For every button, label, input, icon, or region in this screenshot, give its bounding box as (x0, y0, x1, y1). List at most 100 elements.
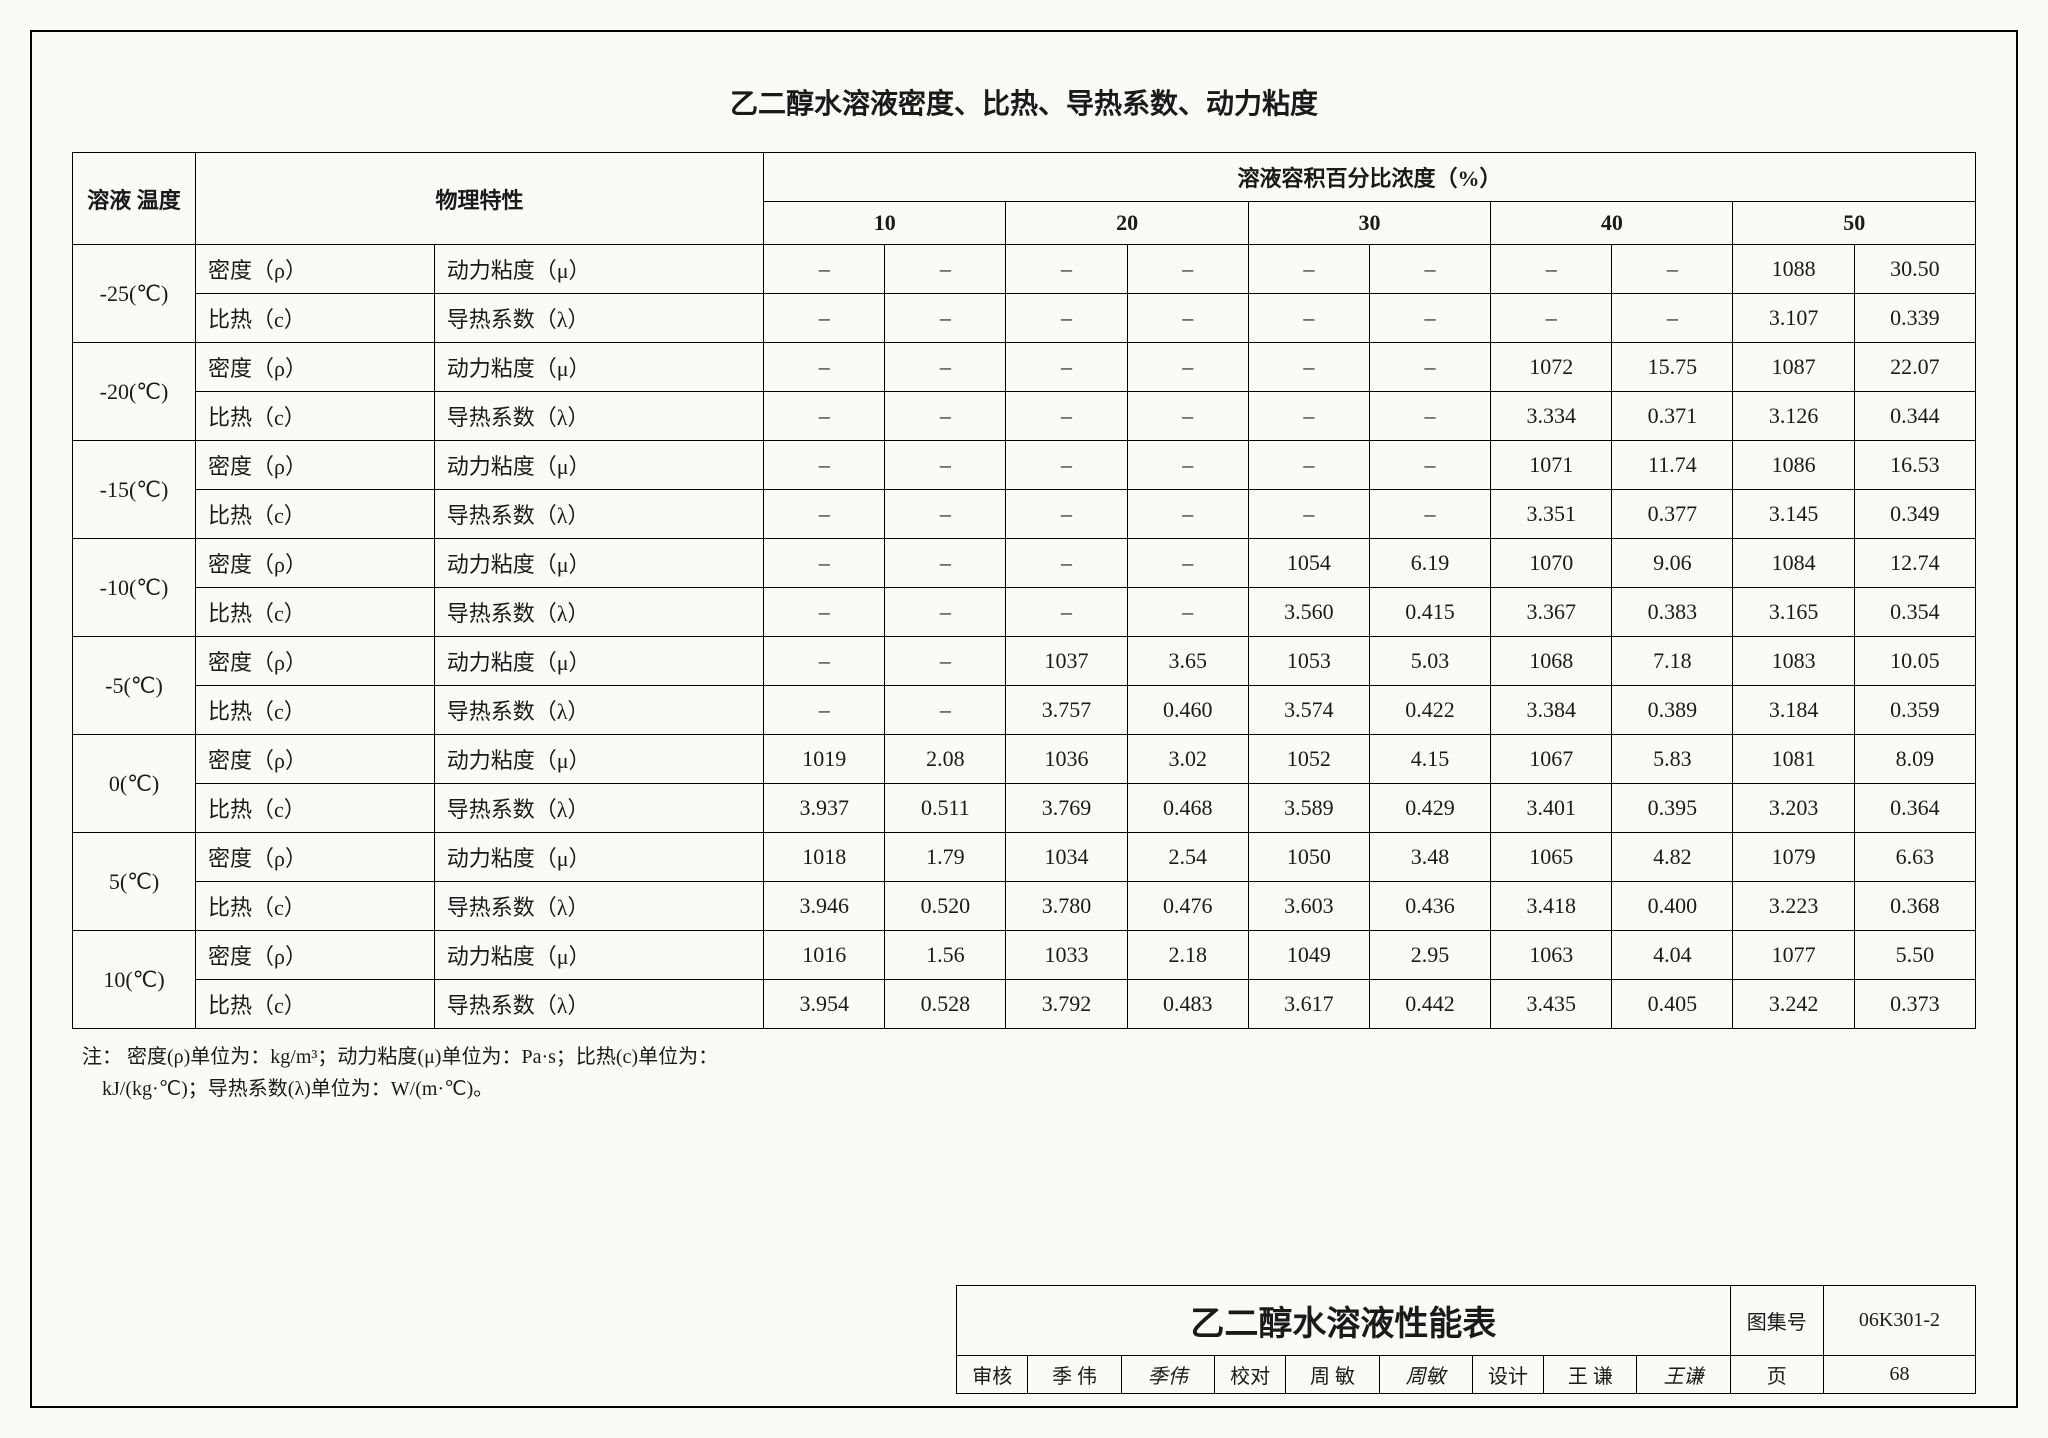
footer-check-label: 校对 (1214, 1356, 1285, 1394)
cell-value: – (764, 637, 885, 686)
cell-value: 0.442 (1369, 980, 1490, 1029)
cell-value: 0.528 (885, 980, 1006, 1029)
cell-value: 0.371 (1612, 392, 1733, 441)
cell-value: 8.09 (1854, 735, 1975, 784)
cell-value: – (885, 588, 1006, 637)
cell-value: 1086 (1733, 441, 1854, 490)
footer-check-name: 周 敏 (1286, 1356, 1379, 1394)
cell-value: – (764, 686, 885, 735)
cell-prop-mu: 动力粘度（μ） (434, 637, 763, 686)
table-row: -20(℃)密度（ρ）动力粘度（μ）––––––107215.75108722.… (73, 343, 1976, 392)
cell-value: 3.757 (1006, 686, 1127, 735)
table-row: 比热（c）导热系数（λ）3.9460.5203.7800.4763.6030.4… (73, 882, 1976, 931)
cell-value: – (1127, 245, 1248, 294)
cell-value: – (1127, 539, 1248, 588)
cell-value: 1077 (1733, 931, 1854, 980)
cell-temp: -5(℃) (73, 637, 196, 735)
cell-value: 0.368 (1854, 882, 1975, 931)
cell-value: – (885, 343, 1006, 392)
cell-prop-rho: 密度（ρ） (196, 539, 435, 588)
cell-value: – (1369, 343, 1490, 392)
cell-value: 3.223 (1733, 882, 1854, 931)
cell-prop-mu: 动力粘度（μ） (434, 931, 763, 980)
table-row: -25(℃)密度（ρ）动力粘度（μ）––––––––108830.50 (73, 245, 1976, 294)
cell-value: 1.56 (885, 931, 1006, 980)
cell-value: 0.400 (1612, 882, 1733, 931)
table-row: -10(℃)密度（ρ）动力粘度（μ）––––10546.1910709.0610… (73, 539, 1976, 588)
table-row: 比热（c）导热系数（λ）––3.7570.4603.5740.4223.3840… (73, 686, 1976, 735)
cell-value: – (1127, 343, 1248, 392)
cell-value: 5.03 (1369, 637, 1490, 686)
cell-value: – (1369, 490, 1490, 539)
cell-value: 1072 (1491, 343, 1612, 392)
cell-temp: -25(℃) (73, 245, 196, 343)
footer-review-label: 审核 (957, 1356, 1028, 1394)
cell-value: 3.165 (1733, 588, 1854, 637)
col-temp: 溶液 温度 (73, 153, 196, 245)
note-label: 注： (82, 1046, 122, 1068)
footer-review-sign: 季伟 (1121, 1356, 1214, 1394)
col-conc-30: 30 (1248, 202, 1490, 245)
cell-value: – (1369, 294, 1490, 343)
cell-value: – (1006, 539, 1127, 588)
cell-value: 3.954 (764, 980, 885, 1029)
cell-value: 3.603 (1248, 882, 1369, 931)
cell-value: 15.75 (1612, 343, 1733, 392)
cell-temp: -20(℃) (73, 343, 196, 441)
cell-value: – (1006, 441, 1127, 490)
cell-value: 9.06 (1612, 539, 1733, 588)
cell-prop-c: 比热（c） (196, 294, 435, 343)
cell-value: – (764, 392, 885, 441)
cell-value: 5.83 (1612, 735, 1733, 784)
table-row: -15(℃)密度（ρ）动力粘度（μ）––––––107111.74108616.… (73, 441, 1976, 490)
cell-value: 5.50 (1854, 931, 1975, 980)
cell-temp: 0(℃) (73, 735, 196, 833)
cell-value: 10.05 (1854, 637, 1975, 686)
footer-page-label: 页 (1730, 1356, 1823, 1394)
cell-value: – (1248, 343, 1369, 392)
table-row: 比热（c）导热系数（λ）––––––3.3340.3713.1260.344 (73, 392, 1976, 441)
footer-block: 乙二醇水溶液性能表图集号06K301-2审核季 伟季伟校对周 敏周敏设计王 谦王… (956, 1285, 1976, 1394)
cell-value: 0.436 (1369, 882, 1490, 931)
cell-value: – (1369, 392, 1490, 441)
cell-value: 1087 (1733, 343, 1854, 392)
cell-value: 3.418 (1491, 882, 1612, 931)
cell-temp: -15(℃) (73, 441, 196, 539)
cell-value: 0.349 (1854, 490, 1975, 539)
cell-value: – (885, 245, 1006, 294)
cell-value: 1.79 (885, 833, 1006, 882)
cell-value: 3.126 (1733, 392, 1854, 441)
cell-value: 0.511 (885, 784, 1006, 833)
cell-temp: -10(℃) (73, 539, 196, 637)
cell-value: – (764, 490, 885, 539)
cell-value: 0.476 (1127, 882, 1248, 931)
cell-value: 3.107 (1733, 294, 1854, 343)
cell-value: 3.792 (1006, 980, 1127, 1029)
cell-temp: 10(℃) (73, 931, 196, 1029)
cell-prop-rho: 密度（ρ） (196, 343, 435, 392)
cell-value: 3.617 (1248, 980, 1369, 1029)
cell-temp: 5(℃) (73, 833, 196, 931)
cell-value: 1052 (1248, 735, 1369, 784)
cell-value: 0.364 (1854, 784, 1975, 833)
cell-value: 1016 (764, 931, 885, 980)
cell-value: 1049 (1248, 931, 1369, 980)
cell-value: 1068 (1491, 637, 1612, 686)
table-row: 10(℃)密度（ρ）动力粘度（μ）10161.5610332.1810492.9… (73, 931, 1976, 980)
footer-review-name: 季 伟 (1028, 1356, 1121, 1394)
cell-value: 2.95 (1369, 931, 1490, 980)
cell-value: 0.377 (1612, 490, 1733, 539)
cell-prop-c: 比热（c） (196, 686, 435, 735)
col-conc-50: 50 (1733, 202, 1976, 245)
cell-value: – (1248, 294, 1369, 343)
cell-prop-lambda: 导热系数（λ） (434, 882, 763, 931)
cell-value: – (885, 686, 1006, 735)
cell-value: – (1006, 490, 1127, 539)
cell-prop-lambda: 导热系数（λ） (434, 294, 763, 343)
cell-value: 1033 (1006, 931, 1127, 980)
cell-prop-mu: 动力粘度（μ） (434, 343, 763, 392)
cell-prop-lambda: 导热系数（λ） (434, 784, 763, 833)
cell-value: – (1612, 294, 1733, 343)
cell-value: – (1491, 245, 1612, 294)
cell-value: 1034 (1006, 833, 1127, 882)
